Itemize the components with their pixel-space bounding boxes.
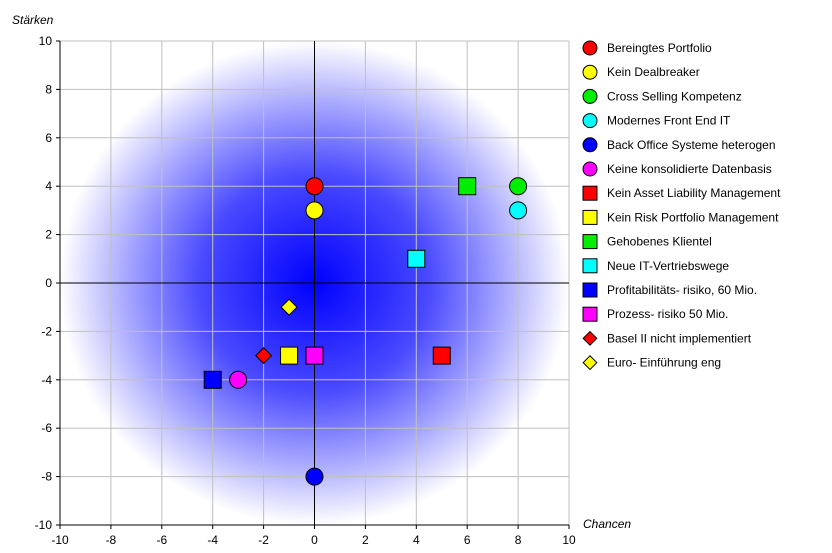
legend-marker-circle (582, 137, 598, 153)
x-tick-label: 6 (464, 533, 471, 547)
data-point-circle (305, 201, 324, 220)
y-tick-label: -6 (41, 421, 52, 435)
y-tick-label: -10 (35, 518, 53, 532)
legend-marker-circle (582, 40, 598, 56)
legend-marker-square (582, 282, 598, 298)
legend-label: Prozess- risiko 50 Mio. (607, 307, 728, 321)
legend-marker-square (582, 258, 598, 274)
data-point-diamond (280, 298, 298, 316)
data-point-circle (305, 467, 324, 486)
data-point-square (432, 346, 451, 365)
data-points (203, 177, 528, 486)
x-tick-label: -4 (207, 533, 218, 547)
legend-marker-square (582, 234, 598, 250)
x-tick-label: -6 (156, 533, 167, 547)
data-point-square (305, 346, 324, 365)
x-axis-title: Chancen (583, 517, 631, 531)
legend-marker-square (582, 306, 598, 322)
data-point-square (203, 370, 222, 389)
legend-label: Kein Dealbreaker (607, 65, 700, 79)
legend-label: Kein Asset Liability Management (607, 186, 781, 200)
y-tick-label: -4 (41, 373, 52, 387)
y-axis-title: Stärken (12, 13, 54, 27)
data-point-square (280, 346, 299, 365)
x-tick-label: 8 (515, 533, 522, 547)
legend-label: Cross Selling Kompetenz (607, 89, 742, 103)
legend-label: Profitabilitäts- risiko, 60 Mio. (607, 283, 757, 297)
data-point-square (458, 177, 477, 196)
legend-label: Kein Risk Portfolio Management (607, 210, 779, 224)
y-tick-label: -2 (41, 324, 52, 338)
data-point-square (407, 249, 426, 268)
legend-label: Modernes Front End IT (607, 114, 731, 128)
legend-label: Back Office Systeme heterogen (607, 138, 776, 152)
legend-marker-diamond (582, 330, 598, 346)
y-tick-label: -8 (41, 470, 52, 484)
data-point-circle (509, 177, 528, 196)
x-tick-label: 0 (311, 533, 318, 547)
data-point-circle (229, 370, 248, 389)
y-tick-label: 8 (45, 82, 52, 96)
x-tick-label: -10 (51, 533, 69, 547)
y-tick-label: 4 (45, 179, 52, 193)
y-tick-label: 2 (45, 228, 52, 242)
legend-label: Keine konsolidierte Datenbasis (607, 162, 772, 176)
y-tick-label: 0 (45, 276, 52, 290)
data-point-diamond (255, 347, 273, 365)
legend-label: Bereingtes Portfolio (607, 41, 712, 55)
y-tick-label: 10 (39, 34, 53, 48)
x-tick-label: 4 (413, 533, 420, 547)
legend-marker-circle (582, 88, 598, 104)
tick-labels: -10 -8 -6 -4 -2 0 2 4 6 8 10 -10 -8 -6 -4 -2 0 2 4 6 8 10 (35, 34, 576, 547)
x-tick-label: 2 (362, 533, 369, 547)
x-tick-label: -2 (258, 533, 269, 547)
legend-marker-circle (582, 64, 598, 80)
legend-label: Euro- Einführung eng (607, 356, 721, 370)
legend-label: Gehobenes Klientel (607, 235, 712, 249)
legend-marker-diamond (582, 355, 598, 371)
x-tick-label: 10 (562, 533, 576, 547)
data-point-circle (305, 177, 324, 196)
legend: Bereingtes Portfolio Kein Dealbreaker Cros… (582, 40, 781, 371)
legend-marker-circle (582, 161, 598, 177)
axes (56, 40, 570, 529)
data-point-circle (509, 201, 528, 220)
legend-label: Neue IT-Vertriebswege (607, 259, 729, 273)
legend-marker-square (582, 209, 598, 225)
y-tick-label: 6 (45, 131, 52, 145)
legend-label: Basel II nicht implementiert (607, 331, 752, 345)
legend-marker-square (582, 185, 598, 201)
x-tick-label: -8 (106, 533, 117, 547)
legend-marker-circle (582, 113, 598, 129)
